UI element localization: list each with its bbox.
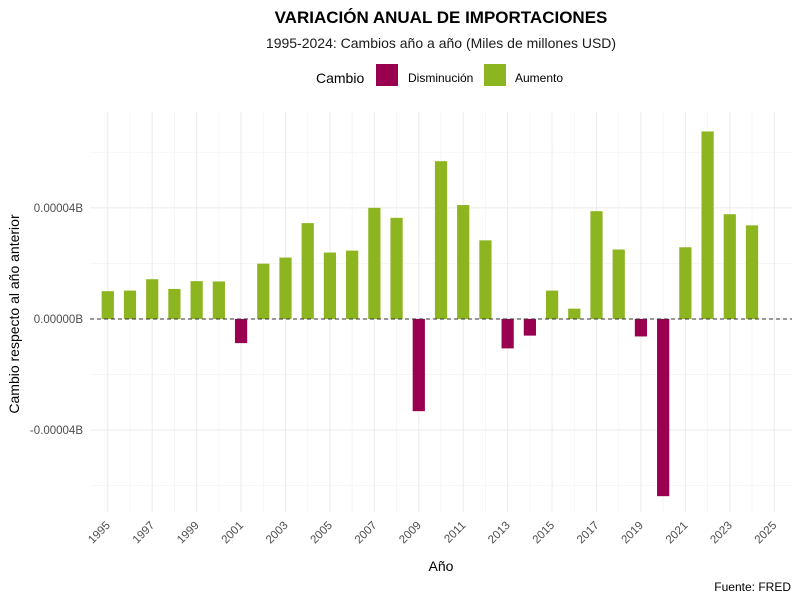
x-tick-label: 2017 [575, 520, 602, 547]
bar-2015 [545, 290, 559, 319]
y-axis-title: Cambio respecto al año anterior [6, 214, 22, 414]
bar-2006 [346, 250, 359, 319]
bar-2020 [657, 318, 670, 497]
x-axis-ticks: 1995 1997 1999 2001 2003 2005 2007 2009 2011 2013… [86, 520, 779, 547]
legend-title: Cambio [316, 70, 364, 86]
bar-2001 [234, 318, 248, 344]
bar-2005 [323, 252, 337, 319]
bar-2002 [257, 263, 270, 319]
x-tick-label: 2009 [397, 520, 424, 547]
legend-key-aumento [484, 64, 506, 86]
bar-2014 [523, 318, 536, 336]
bar-2022 [701, 131, 714, 319]
x-tick-label: 1995 [86, 520, 113, 547]
bar-2016 [568, 308, 581, 319]
x-axis-title: Año [429, 558, 454, 574]
bar-2003 [279, 257, 292, 319]
bar-2012 [479, 240, 492, 319]
x-tick-label: 2019 [619, 520, 646, 547]
x-tick-label: 1997 [131, 520, 158, 547]
bar-1997 [146, 279, 159, 319]
bar-2021 [679, 247, 692, 319]
x-tick-label: 2021 [664, 520, 691, 547]
bar-2011 [457, 205, 470, 319]
caption: Fuente: FRED [714, 580, 791, 594]
bar-2017 [590, 211, 603, 319]
y-tick-label: 0.00000B [34, 314, 84, 326]
bar-1999 [190, 281, 203, 319]
x-tick-label: 2023 [708, 520, 735, 547]
bar-2013 [501, 318, 514, 349]
bar-1998 [168, 288, 181, 319]
bar-2023 [723, 214, 736, 319]
legend-label-disminucion: Disminución [408, 71, 473, 85]
x-tick-label: 2003 [264, 520, 291, 547]
x-tick-label: 2015 [531, 520, 558, 547]
x-tick-label: 2007 [353, 520, 380, 547]
x-tick-label: 2011 [442, 520, 468, 546]
bar-2004 [301, 223, 314, 319]
bar-2024 [745, 225, 759, 319]
bars [101, 131, 759, 497]
legend-key-disminucion [376, 64, 398, 86]
chart-subtitle: 1995-2024: Cambios año a año (Miles de m… [266, 35, 616, 51]
x-tick-label: 2013 [486, 520, 513, 547]
bar-1995 [101, 291, 114, 319]
x-tick-label: 2005 [308, 520, 335, 547]
bar-2000 [212, 281, 225, 319]
bar-1996 [123, 290, 137, 319]
legend: Cambio Disminución Aumento [316, 64, 563, 86]
y-tick-label: -0.00004B [30, 425, 83, 437]
y-tick-label: 0.00004B [34, 203, 84, 215]
bar-2007 [368, 207, 381, 319]
x-tick-label: 2025 [753, 520, 780, 547]
bar-2008 [390, 217, 403, 319]
chart-title: VARIACIÓN ANUAL DE IMPORTACIONES [275, 8, 608, 27]
bar-2009 [412, 318, 425, 412]
x-tick-label: 2001 [220, 520, 247, 547]
x-tick-label: 1999 [175, 520, 202, 547]
y-axis-ticks: -0.00004B 0.00000B 0.00004B [30, 203, 83, 437]
bar-2019 [634, 318, 648, 337]
legend-label-aumento: Aumento [515, 71, 563, 85]
bar-2010 [434, 161, 448, 319]
bar-2018 [612, 249, 625, 319]
